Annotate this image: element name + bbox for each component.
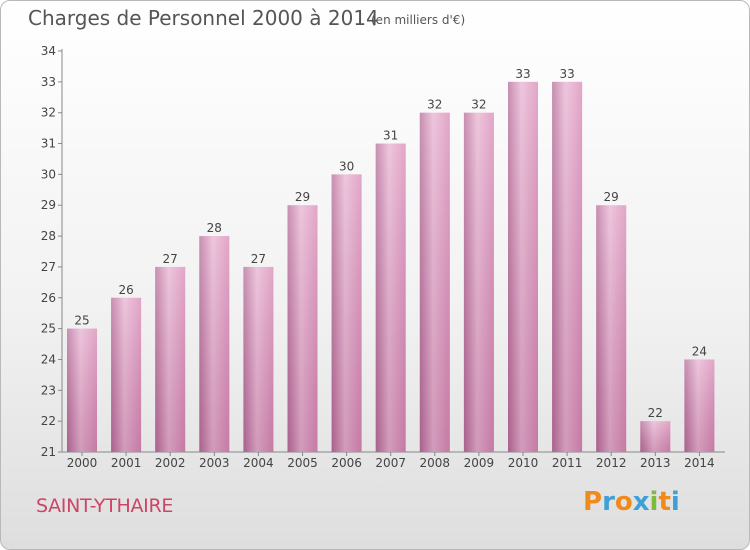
- bar-shade: [199, 236, 230, 452]
- x-tick-label: 2014: [684, 456, 715, 470]
- value-label: 25: [74, 314, 89, 328]
- x-tick-label: 2000: [67, 456, 98, 470]
- value-label: 32: [427, 98, 442, 112]
- chart-title: Charges de Personnel 2000 à 2014: [28, 6, 379, 30]
- x-tick-label: 2002: [155, 456, 186, 470]
- x-tick-label: 2005: [287, 456, 318, 470]
- value-label: 33: [559, 67, 574, 81]
- bar-shade: [155, 266, 186, 452]
- logo-letter: o: [614, 487, 633, 517]
- logo-letter: t: [658, 487, 671, 517]
- value-label: 22: [648, 406, 663, 420]
- value-label: 29: [604, 190, 619, 204]
- x-tick-label: 2001: [111, 456, 142, 470]
- y-tick-label: 30: [41, 167, 56, 181]
- proxiti-logo: Proxiti: [583, 487, 680, 517]
- y-tick-label: 32: [41, 106, 56, 120]
- x-tick-label: 2006: [331, 456, 362, 470]
- x-tick-label: 2008: [420, 456, 451, 470]
- logo-letter: i: [670, 487, 680, 517]
- bar-shade: [331, 174, 362, 452]
- x-tick-label: 2012: [596, 456, 627, 470]
- value-label: 27: [251, 252, 266, 266]
- chart-labels: 25 2000 26 2001 27 2002 28 2003 27 2004 29 2005 30 20…: [67, 67, 715, 470]
- y-tick-label: 27: [41, 260, 56, 274]
- x-tick-label: 2013: [640, 456, 671, 470]
- y-tick-label: 21: [41, 445, 56, 459]
- x-tick-label: 2010: [508, 456, 539, 470]
- bar-shade: [243, 266, 274, 452]
- bar-shade: [67, 328, 97, 452]
- city-name: SAINT-YTHAIRE: [36, 495, 174, 517]
- y-tick-label: 22: [41, 414, 56, 428]
- value-label: 33: [515, 67, 530, 81]
- y-tick-label: 34: [41, 44, 56, 58]
- x-tick-label: 2009: [464, 456, 495, 470]
- value-label: 29: [295, 190, 310, 204]
- value-label: 24: [692, 344, 707, 358]
- logo-letter: i: [649, 487, 659, 517]
- y-tick-label: 33: [41, 75, 56, 89]
- y-tick-label: 29: [41, 198, 56, 212]
- bar-shade: [596, 205, 627, 452]
- y-tick-label: 28: [41, 229, 56, 243]
- chart-axes: 21 22 23 24 25 26 27 28 29 30 31 32 33 34: [41, 44, 725, 459]
- x-tick-label: 2011: [552, 456, 583, 470]
- bar-shade: [684, 359, 715, 452]
- y-tick-label: 23: [41, 383, 56, 397]
- y-tick-label: 24: [41, 352, 56, 366]
- logo-letter: x: [632, 487, 650, 517]
- value-label: 26: [118, 283, 133, 297]
- bar-shade: [508, 81, 538, 452]
- logo-letter: P: [583, 487, 603, 517]
- x-tick-label: 2004: [243, 456, 274, 470]
- y-tick-label: 25: [41, 322, 56, 336]
- y-tick-label: 26: [41, 291, 56, 305]
- bar-shade: [287, 205, 318, 452]
- value-label: 27: [163, 252, 178, 266]
- y-tick-label: 31: [41, 137, 56, 151]
- bar-shade: [375, 143, 406, 453]
- bar-shade: [419, 112, 450, 452]
- chart-subtitle: (en milliers d'€): [371, 13, 466, 27]
- value-label: 28: [207, 221, 222, 235]
- bar-shade: [111, 297, 142, 452]
- x-tick-label: 2007: [375, 456, 406, 470]
- chart-bars: [67, 81, 715, 453]
- value-label: 32: [471, 98, 486, 112]
- value-label: 30: [339, 159, 354, 173]
- bar-shade: [463, 112, 494, 452]
- bar-shade: [640, 421, 671, 452]
- logo-letter: r: [602, 487, 615, 517]
- bar-shade: [552, 81, 583, 452]
- value-label: 31: [383, 129, 398, 143]
- x-tick-label: 2003: [199, 456, 230, 470]
